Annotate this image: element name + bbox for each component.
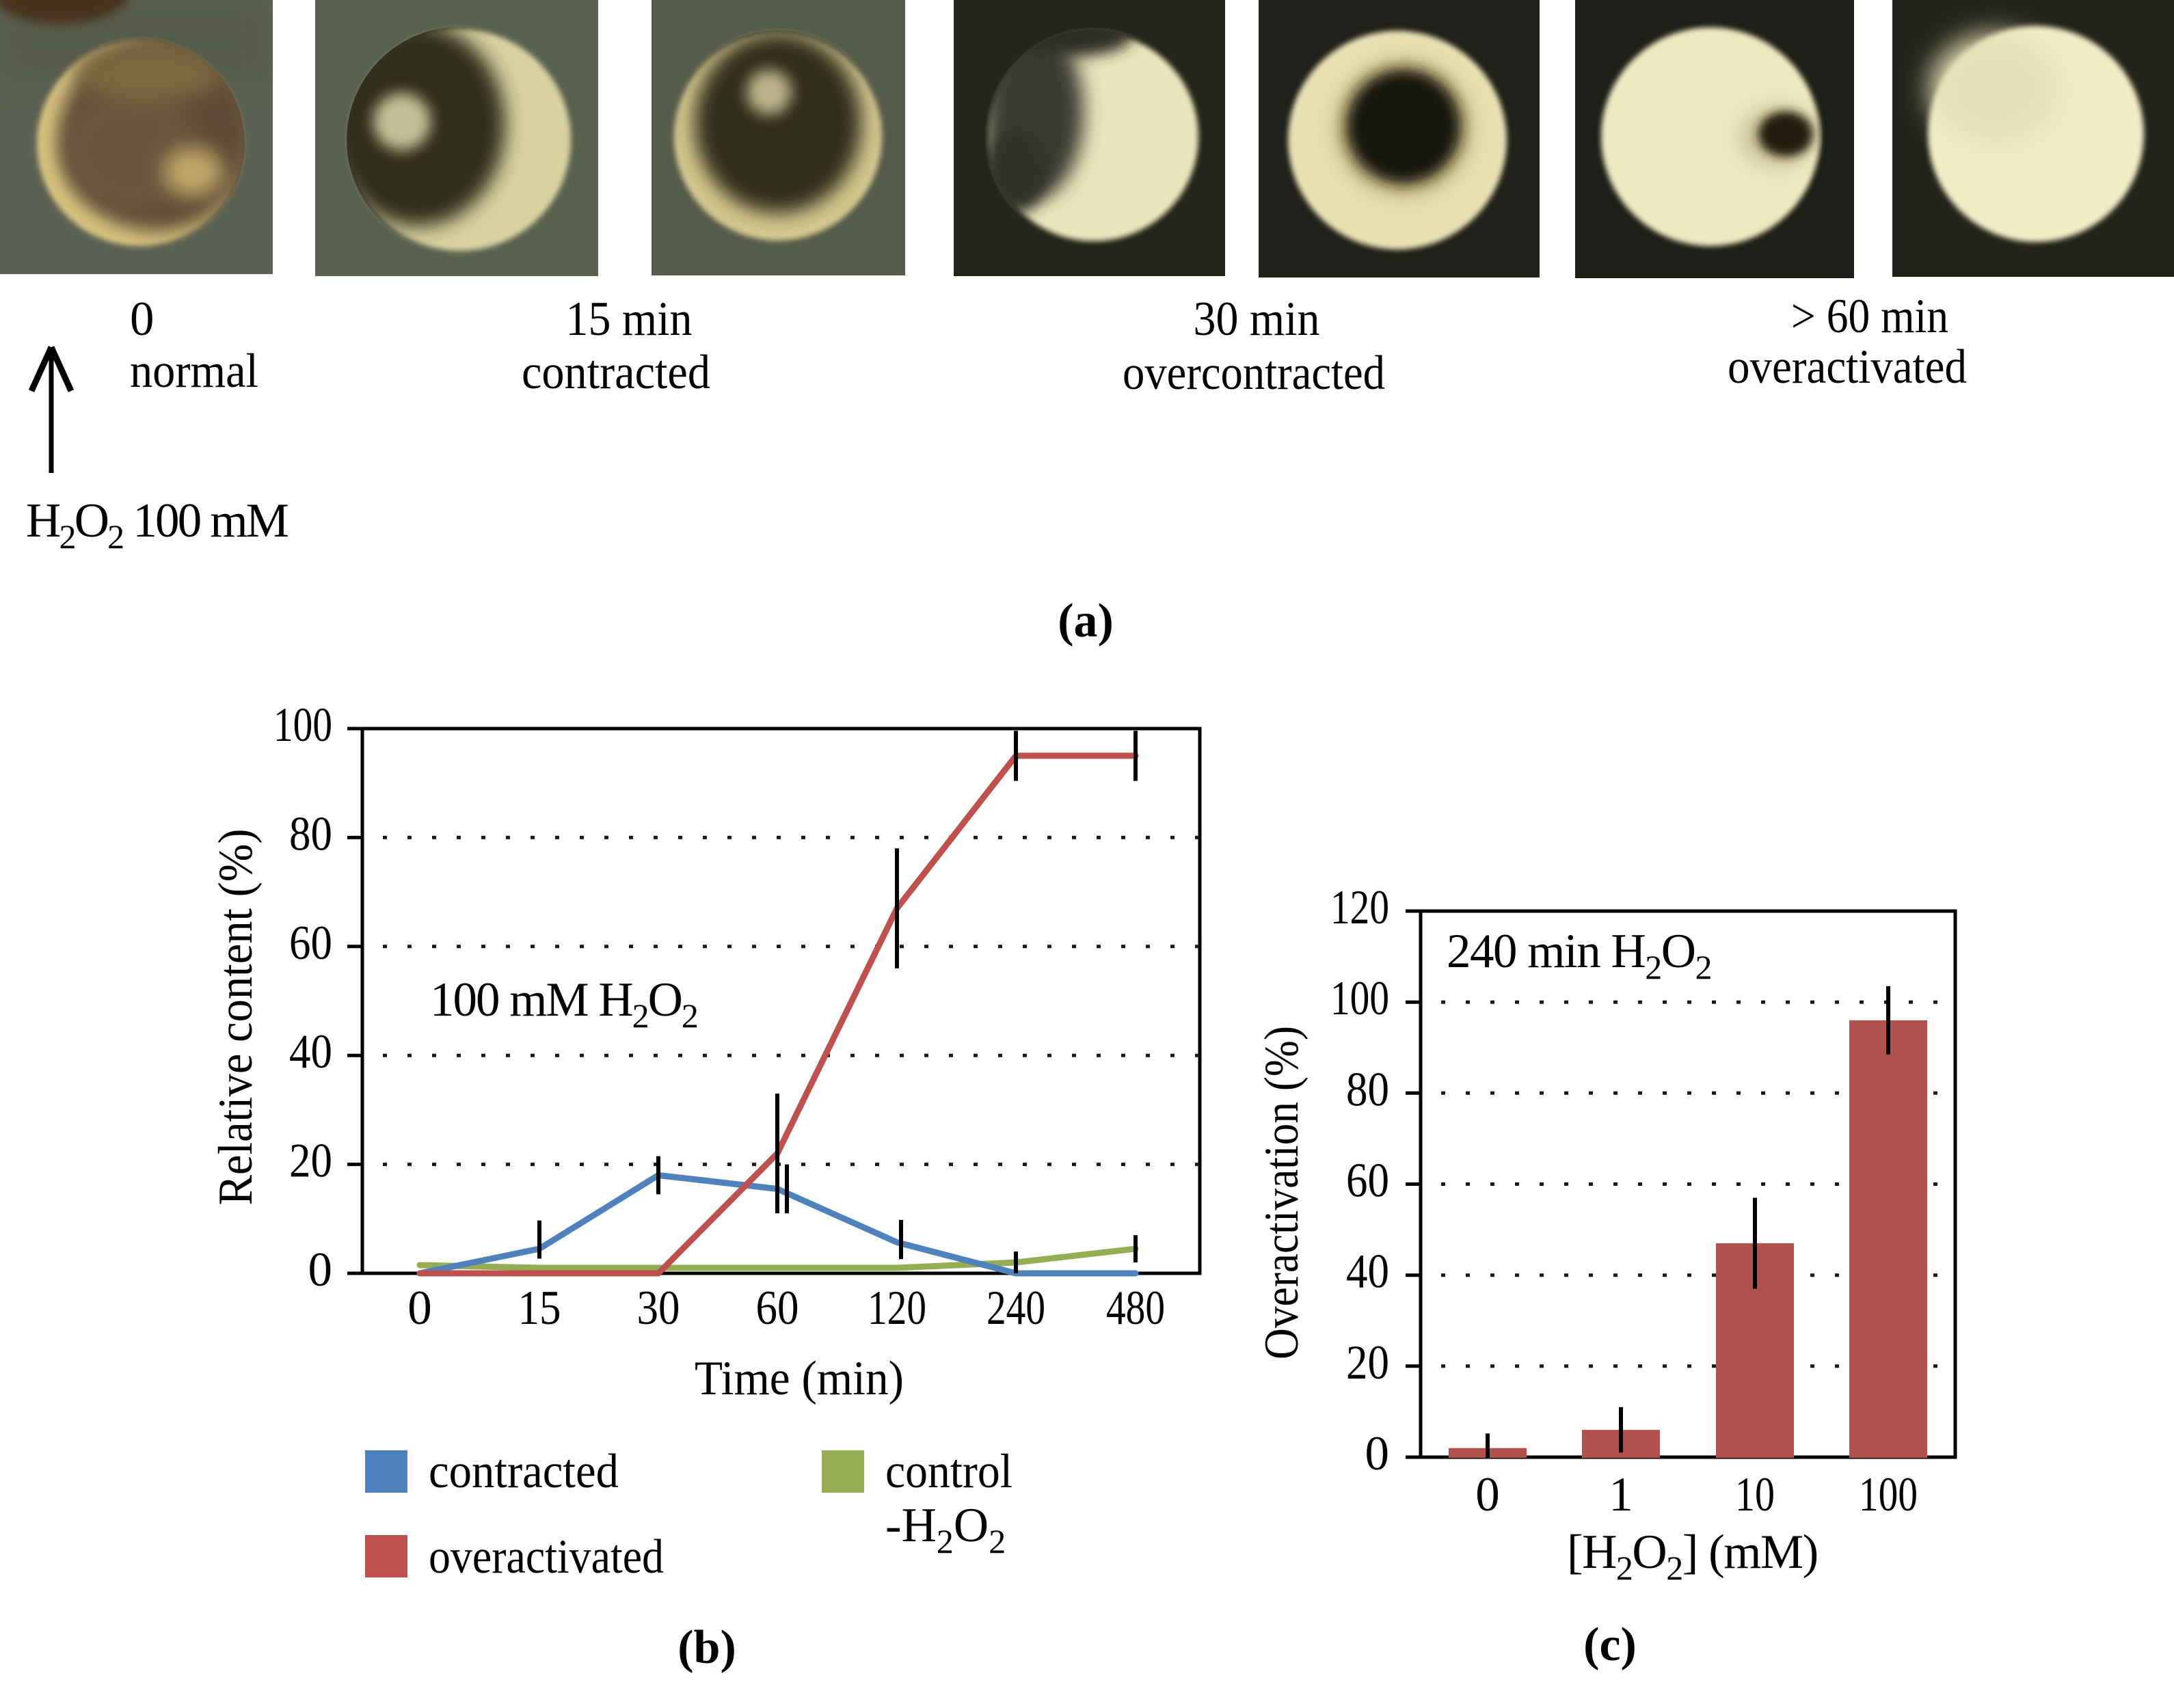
svg-text:240: 240 [987,1282,1045,1335]
svg-text:100: 100 [1330,972,1389,1025]
svg-text:> 60 min: > 60 min [1791,290,1948,343]
svg-text:overactivated: overactivated [429,1530,664,1584]
svg-text:0: 0 [130,293,155,346]
svg-text:100: 100 [273,699,332,752]
svg-text:0: 0 [407,1282,432,1335]
svg-text:[H2O2] (mM): [H2O2] (mM) [1567,1526,1818,1587]
svg-text:overactivated: overactivated [1728,340,1967,394]
svg-text:240 min H2O2: 240 min H2O2 [1447,925,1711,986]
svg-text:(a): (a) [1058,595,1114,647]
svg-text:120: 120 [868,1282,926,1335]
svg-text:40: 40 [1346,1245,1389,1299]
svg-text:80: 80 [1346,1063,1389,1116]
svg-text:15 min: 15 min [566,293,693,346]
svg-text:100: 100 [1859,1468,1918,1521]
svg-text:100 mM H2O2: 100 mM H2O2 [430,973,697,1035]
svg-text:(b): (b) [677,1621,736,1674]
svg-text:60: 60 [289,917,332,970]
svg-text:(c): (c) [1583,1618,1637,1671]
svg-text:normal: normal [130,344,258,398]
svg-text:0: 0 [308,1243,333,1297]
svg-text:contracted: contracted [522,346,710,399]
svg-text:80: 80 [289,807,332,860]
svg-text:10: 10 [1735,1468,1775,1521]
svg-text:1: 1 [1609,1468,1633,1521]
svg-text:0: 0 [1475,1468,1500,1521]
svg-text:Overactivation (%): Overactivation (%) [1255,1026,1309,1359]
svg-text:control: control [885,1445,1012,1498]
svg-text:120: 120 [1330,881,1389,934]
svg-text:Relative content (%): Relative content (%) [209,829,263,1206]
svg-text:15: 15 [518,1282,561,1335]
svg-text:overcontracted: overcontracted [1123,347,1385,400]
svg-text:30: 30 [637,1282,680,1335]
svg-text:60: 60 [1346,1154,1389,1208]
svg-text:20: 20 [289,1135,332,1188]
svg-text:30 min: 30 min [1194,293,1320,346]
svg-text:0: 0 [1365,1427,1390,1480]
svg-text:60: 60 [756,1282,799,1335]
svg-text:20: 20 [1346,1336,1389,1390]
svg-text:Time (min): Time (min) [695,1352,904,1405]
svg-text:H2O2 100 mM: H2O2 100 mM [26,494,288,556]
svg-text:40: 40 [289,1025,332,1079]
svg-text:contracted: contracted [429,1445,619,1498]
svg-text:-H2O2: -H2O2 [885,1499,1006,1560]
svg-text:480: 480 [1106,1282,1165,1335]
